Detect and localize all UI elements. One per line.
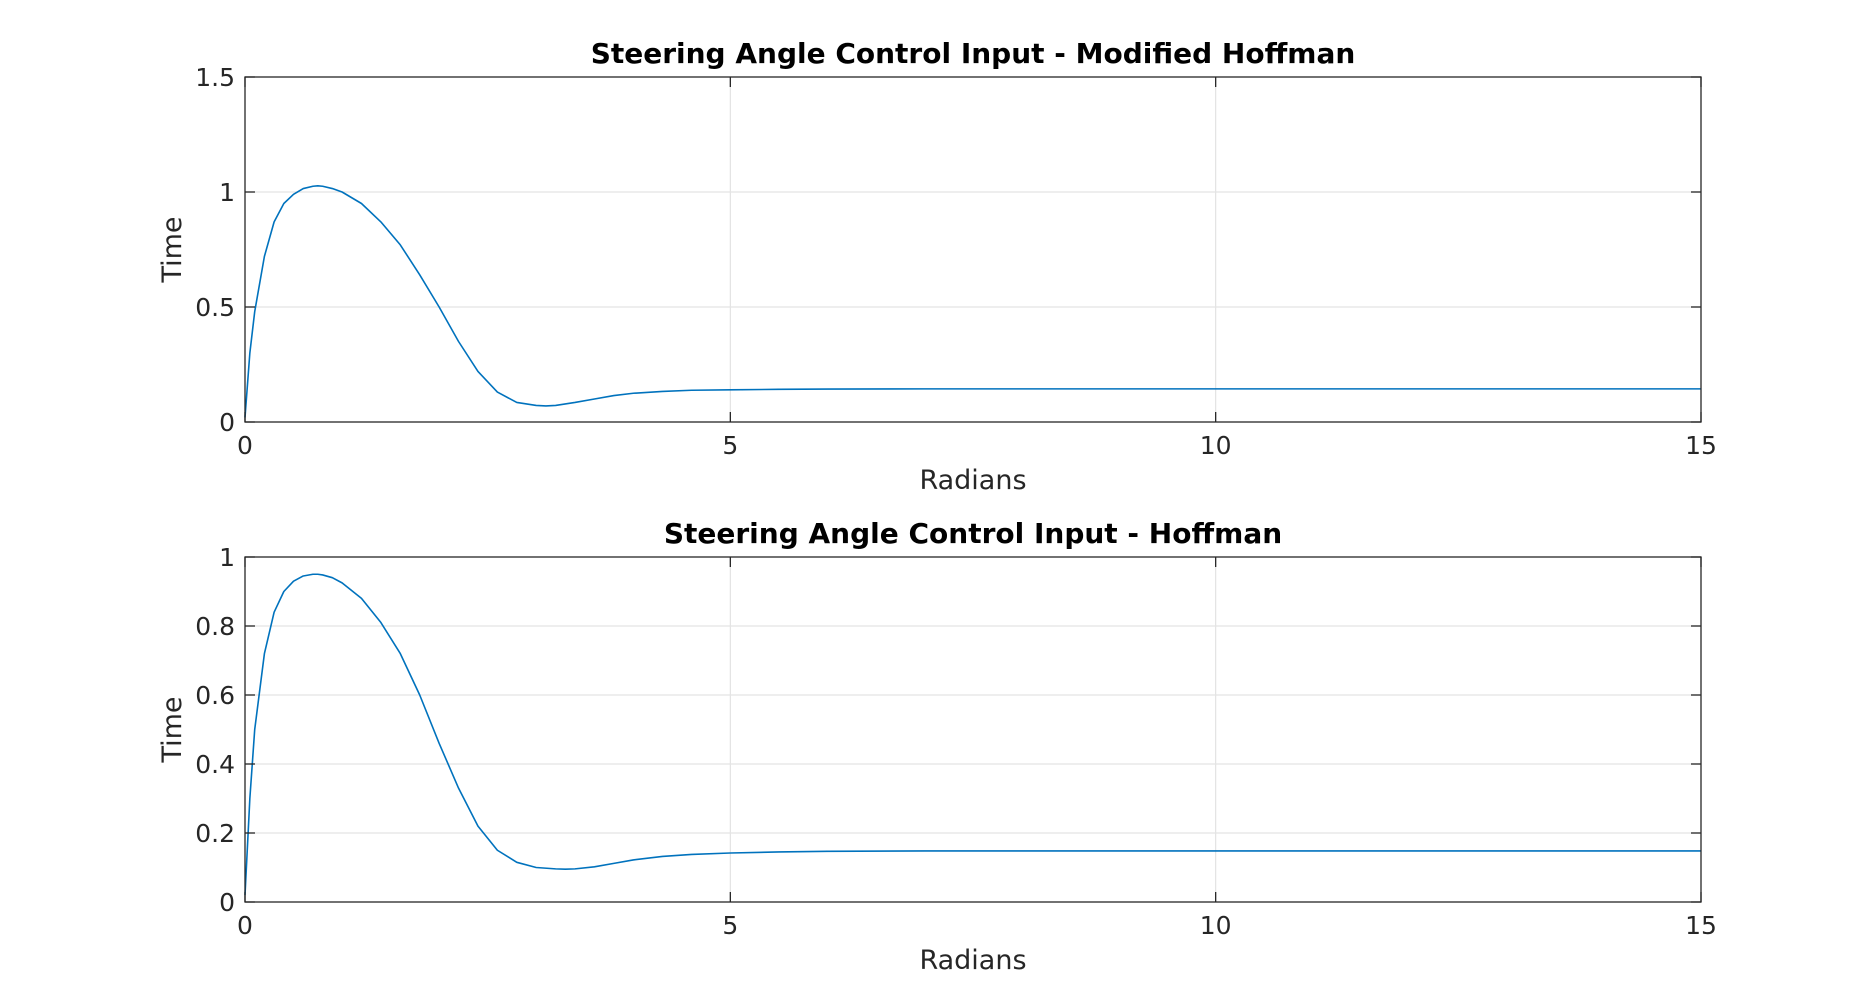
- y-tick-label: 0.6: [195, 681, 235, 710]
- series-line: [244, 573, 1701, 896]
- x-tick-label: 15: [1685, 431, 1717, 460]
- x-tick-label: 0: [237, 431, 253, 460]
- y-tick-label: 0.4: [195, 750, 235, 779]
- x-tick-label: 5: [722, 431, 738, 460]
- x-tick-label: 0: [237, 911, 253, 940]
- y-tick-label: 0.5: [195, 293, 235, 322]
- x-tick-label: 15: [1685, 911, 1717, 940]
- x-tick-label: 10: [1200, 911, 1232, 940]
- y-tick-label: 0.2: [195, 819, 235, 848]
- x-tick-label: 5: [722, 911, 738, 940]
- x-tick-label: 10: [1200, 431, 1232, 460]
- plot-area: [245, 557, 1701, 902]
- y-axis-label: Time: [157, 216, 188, 283]
- chart-hoffman: 0 5 10 15 0 0.2 0.4 0.6 0.8 1 Steering Angle Contr…: [157, 517, 1717, 976]
- y-tick-label: 1: [219, 178, 235, 207]
- y-tick-label: 0.8: [195, 612, 235, 641]
- chart-modified-hoffman: 0 5 10 15 0 0.5 1 1.5 Steering Angle Control Inp…: [157, 37, 1717, 496]
- y-axis-label: Time: [157, 696, 188, 763]
- axes-box: [244, 76, 1702, 423]
- axes-box: [244, 556, 1702, 903]
- y-tick-label: 0: [219, 888, 235, 917]
- x-axis-label: Radians: [919, 945, 1026, 976]
- plot-area: [245, 77, 1701, 422]
- y-tick-label: 1.5: [195, 63, 235, 92]
- y-tick-label: 0: [219, 408, 235, 437]
- series-line: [244, 184, 1701, 418]
- x-axis-label: Radians: [919, 465, 1026, 496]
- chart-title: Steering Angle Control Input - Modified …: [591, 37, 1356, 70]
- y-tick-label: 1: [219, 543, 235, 572]
- chart-title: Steering Angle Control Input - Hoffman: [664, 517, 1282, 550]
